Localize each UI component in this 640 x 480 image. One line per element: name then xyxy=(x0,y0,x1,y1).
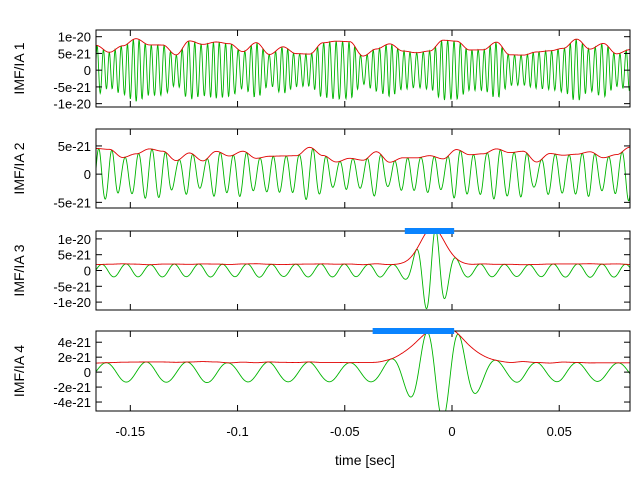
xtick-label: -0.15 xyxy=(115,424,145,439)
panel-2-ytick-label: -5e-21 xyxy=(53,195,91,210)
panel-2-frame xyxy=(95,128,631,209)
panel-1-ytick-label: 5e-21 xyxy=(58,46,91,61)
panel-1-frame xyxy=(95,29,631,108)
panel-1-imf-line xyxy=(96,39,630,102)
panel-4-imf-line xyxy=(96,331,630,411)
panel-4-highlight-bar xyxy=(372,328,455,334)
panel-4-amplitude-line xyxy=(96,331,630,364)
panel-3-imf-line xyxy=(96,231,630,310)
panel-3-ytick-label: -1e-20 xyxy=(53,295,91,310)
panel-4-ytick-label: 4e-21 xyxy=(58,335,91,350)
panel-3-ylabel: IMF/IA 3 xyxy=(11,244,27,296)
panel-1-ylabel: IMF/IA 1 xyxy=(11,42,27,94)
panel-1-amplitude-line xyxy=(96,38,630,57)
panel-3-ytick-label: 5e-21 xyxy=(58,248,91,263)
panel-4-ytick-label: -4e-21 xyxy=(53,395,91,410)
panel-1-ytick-label: 0 xyxy=(84,63,91,78)
x-tick-labels: -0.15 -0.1 -0.05 0 0.05 xyxy=(115,424,571,439)
panel-2-imf-line xyxy=(96,147,630,202)
panel-3-amplitude-line xyxy=(96,231,630,266)
panel-2-ytick-label: 5e-21 xyxy=(58,139,91,154)
panel-2-ytick-label: 0 xyxy=(84,167,91,182)
xtick-label: 0 xyxy=(448,424,455,439)
panel-3-highlight-bar xyxy=(404,228,455,234)
x-axis-label: time [sec] xyxy=(335,452,395,468)
panel-4-ytick-label: -2e-21 xyxy=(53,380,91,395)
panel-3-ytick-label: 0 xyxy=(84,264,91,279)
panel-2-amplitude-line xyxy=(96,146,630,163)
panel-3-frame xyxy=(95,230,631,311)
xtick-label: -0.1 xyxy=(226,424,248,439)
xtick-label: -0.05 xyxy=(330,424,360,439)
panel-2: 5e-21 0 -5e-21 IMF/IA 2 xyxy=(11,128,631,210)
panel-2-ylabel: IMF/IA 2 xyxy=(11,142,27,194)
panel-3-ytick-label: -5e-21 xyxy=(53,279,91,294)
panel-1-ytick-label: -1e-20 xyxy=(53,97,91,112)
panel-1-ytick-label: 1e-20 xyxy=(58,30,91,45)
panel-4-ytick-label: 0 xyxy=(84,365,91,380)
xtick-label: 0.05 xyxy=(547,424,572,439)
panel-1-ytick-label: -5e-21 xyxy=(53,80,91,95)
panel-4-frame xyxy=(95,330,631,412)
panel-3-ytick-label: 1e-20 xyxy=(58,232,91,247)
panel-4-ylabel: IMF/IA 4 xyxy=(11,345,27,397)
panel-4-ytick-label: 2e-21 xyxy=(58,350,91,365)
